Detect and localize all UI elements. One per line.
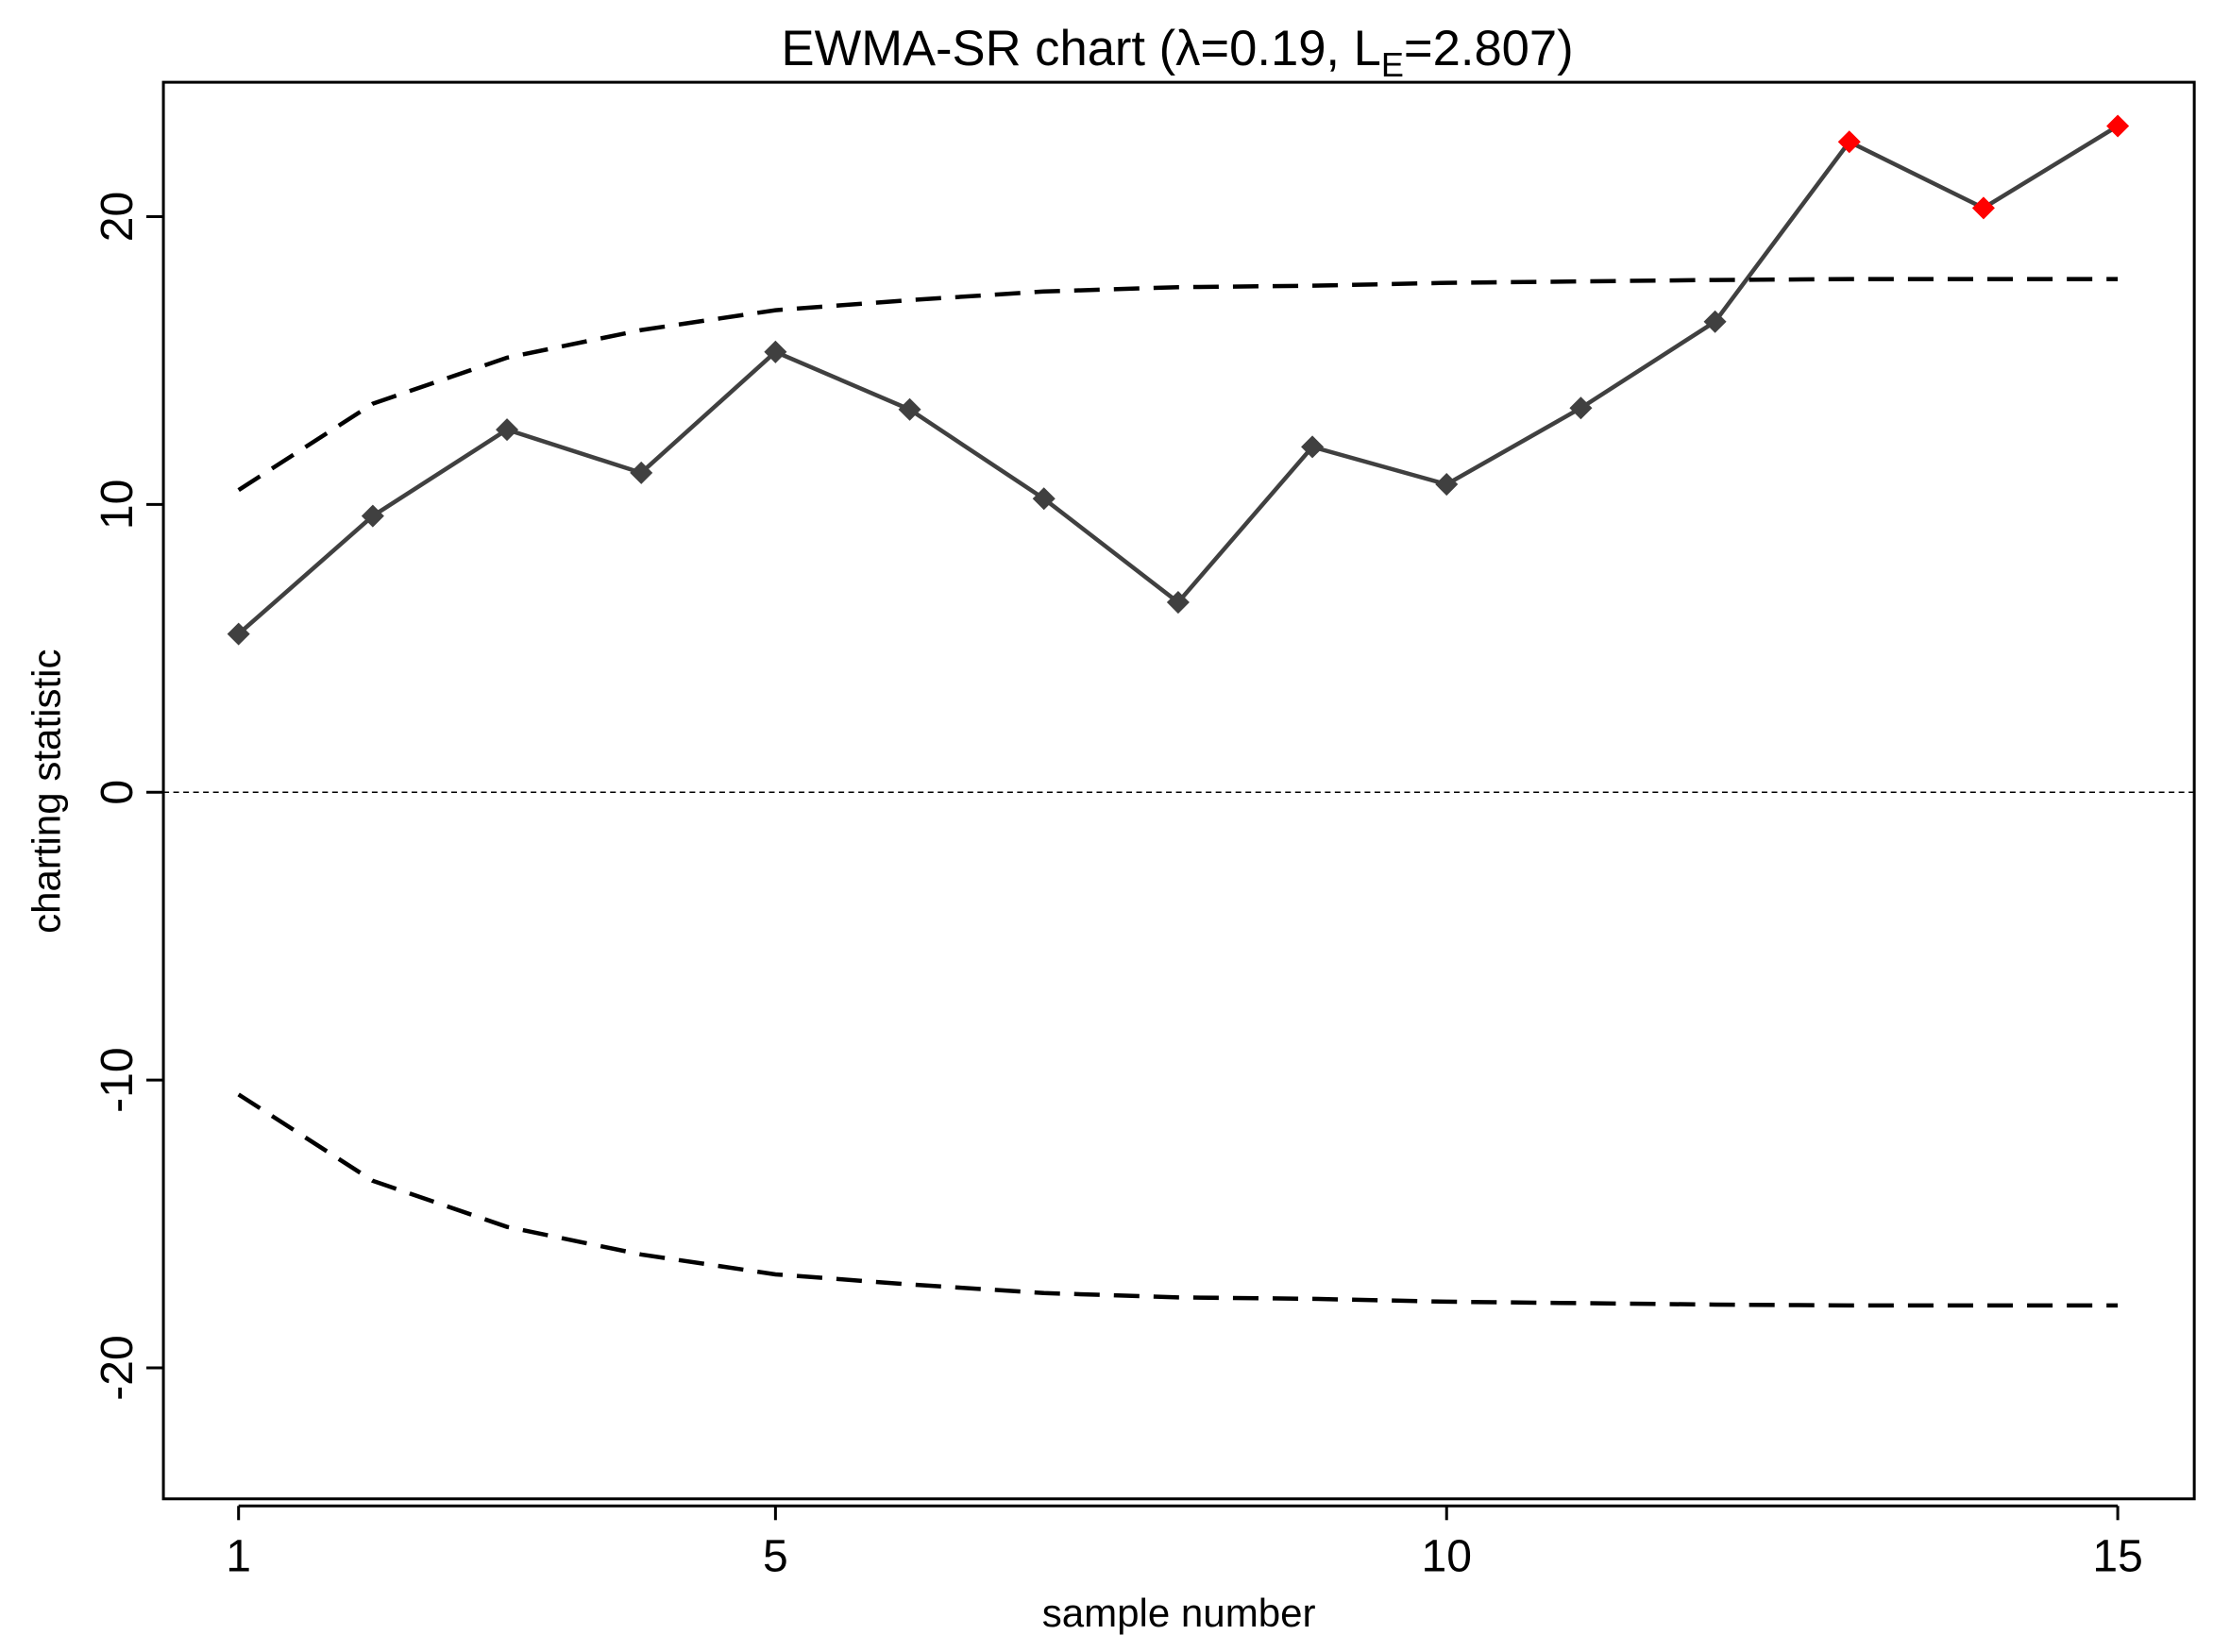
lower-limit bbox=[237, 1092, 2119, 1308]
data-point bbox=[227, 622, 250, 646]
title-part: EWMA-SR chart (λ=0.19, L bbox=[782, 21, 1381, 76]
x-axis-label: sample number bbox=[1042, 1591, 1316, 1635]
data-point bbox=[496, 418, 519, 442]
plot-frame bbox=[161, 80, 2196, 1501]
data-point bbox=[2106, 114, 2130, 138]
chart-title: EWMA-SR chart (λ=0.19, LE=2.807) bbox=[782, 21, 1574, 84]
data-point bbox=[1971, 196, 1995, 220]
upper-limit bbox=[237, 277, 2119, 493]
data-point bbox=[1703, 310, 1727, 333]
y-tick-label: -10 bbox=[92, 1047, 143, 1112]
x-tick-label: 10 bbox=[1422, 1530, 1472, 1581]
data-point bbox=[1435, 473, 1459, 497]
data-point bbox=[630, 461, 653, 484]
title-subscript: E bbox=[1381, 45, 1404, 84]
y-tick-label: 20 bbox=[92, 192, 143, 242]
data-point bbox=[361, 504, 384, 528]
data-point bbox=[898, 397, 921, 421]
data-point bbox=[1569, 396, 1593, 420]
y-tick-label: -20 bbox=[92, 1335, 143, 1400]
title-part: =2.807) bbox=[1404, 21, 1574, 76]
data-point bbox=[1032, 487, 1056, 511]
y-tick-label: 0 bbox=[92, 780, 143, 805]
y-tick-label: 10 bbox=[92, 480, 143, 530]
x-tick-label: 15 bbox=[2092, 1530, 2142, 1581]
x-tick-label: 1 bbox=[226, 1530, 251, 1581]
x-tick-label: 5 bbox=[763, 1530, 788, 1581]
data-point bbox=[1166, 591, 1190, 615]
y-axis-label: charting statistic bbox=[24, 649, 68, 933]
statistic bbox=[237, 124, 2120, 636]
